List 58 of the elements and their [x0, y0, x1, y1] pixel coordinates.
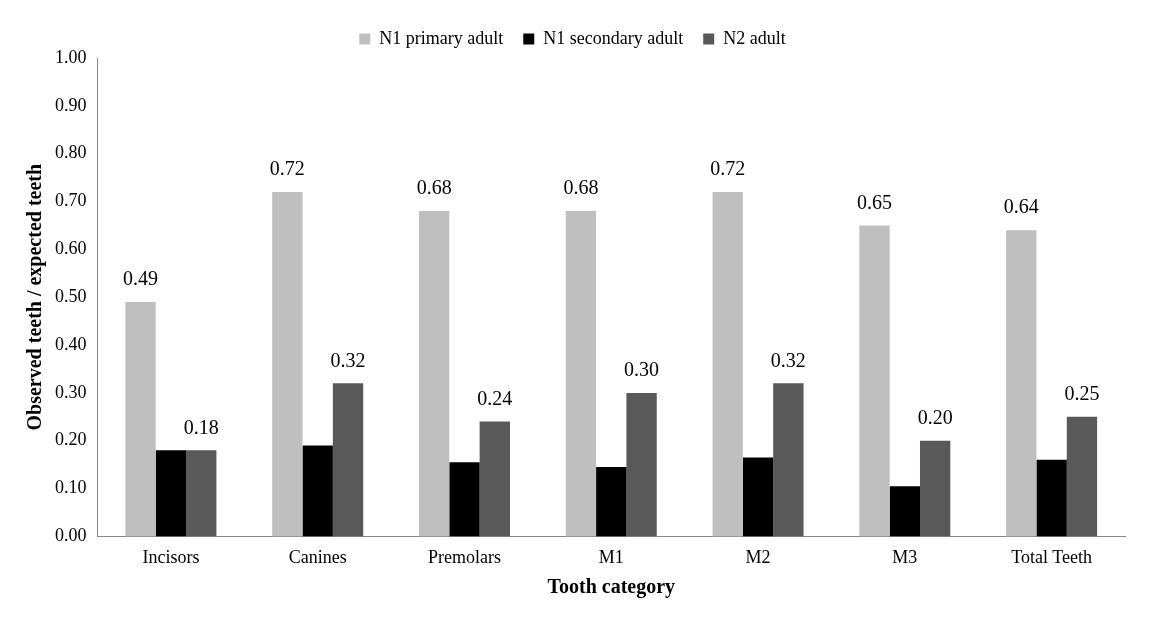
bar — [626, 392, 657, 537]
bar — [1006, 230, 1037, 537]
y-tick-label: 0.30 — [55, 381, 87, 402]
y-tick-label: 0.60 — [55, 238, 87, 259]
bar — [272, 191, 303, 537]
y-tick-label: 0.20 — [55, 429, 87, 450]
data-label: 0.32 — [330, 348, 366, 371]
data-label: 0.72 — [710, 157, 746, 180]
x-tick-label: Incisors — [142, 546, 200, 567]
bar — [418, 211, 450, 537]
data-label: 0.20 — [917, 405, 953, 428]
y-tick-label: 0.80 — [55, 142, 87, 163]
y-axis-title: Observed teeth / expected teeth — [23, 163, 47, 431]
bar — [479, 421, 510, 537]
bar — [889, 486, 920, 537]
bar — [155, 450, 187, 537]
data-label: 0.68 — [416, 176, 452, 199]
bar — [742, 457, 774, 537]
data-label: 0.18 — [183, 415, 219, 438]
y-tick-label: 0.00 — [55, 525, 87, 546]
y-tick-label: 1.00 — [55, 46, 87, 67]
legend-label: N1 secondary adult — [543, 27, 684, 48]
y-tick-label: 0.10 — [55, 477, 87, 498]
bar — [1036, 459, 1067, 537]
x-tick-label: Total Teeth — [1011, 546, 1092, 567]
data-label: 0.65 — [856, 190, 892, 213]
bar — [565, 211, 597, 537]
bar — [449, 462, 480, 537]
legend-label: N1 primary adult — [379, 27, 504, 48]
bar — [332, 383, 364, 537]
bar — [919, 440, 951, 537]
bar — [186, 450, 217, 537]
bar — [1066, 416, 1098, 537]
data-label: 0.49 — [123, 267, 159, 290]
legend-label: N2 adult — [723, 27, 786, 48]
bar — [302, 445, 333, 537]
bar — [125, 301, 156, 537]
data-label: 0.30 — [624, 358, 660, 381]
bar — [712, 191, 743, 537]
x-tick-label: M2 — [745, 546, 771, 567]
bar — [596, 467, 627, 537]
bar — [773, 383, 804, 537]
data-label: 0.24 — [477, 386, 513, 409]
data-label: 0.25 — [1064, 382, 1100, 405]
data-label: 0.72 — [269, 157, 305, 180]
y-tick-label: 0.70 — [55, 190, 87, 211]
data-label: 0.32 — [770, 348, 806, 371]
bar — [859, 225, 890, 537]
y-tick-label: 0.50 — [55, 285, 87, 306]
x-tick-label: Premolars — [427, 546, 501, 567]
x-tick-label: Canines — [288, 546, 347, 567]
data-label: 0.64 — [1003, 195, 1039, 218]
x-tick-label: M3 — [892, 546, 918, 567]
y-tick-label: 0.40 — [55, 333, 87, 354]
x-axis-title: Tooth category — [547, 575, 676, 599]
x-tick-label: M1 — [598, 546, 624, 567]
data-label: 0.68 — [563, 176, 599, 199]
y-tick-label: 0.90 — [55, 94, 87, 115]
